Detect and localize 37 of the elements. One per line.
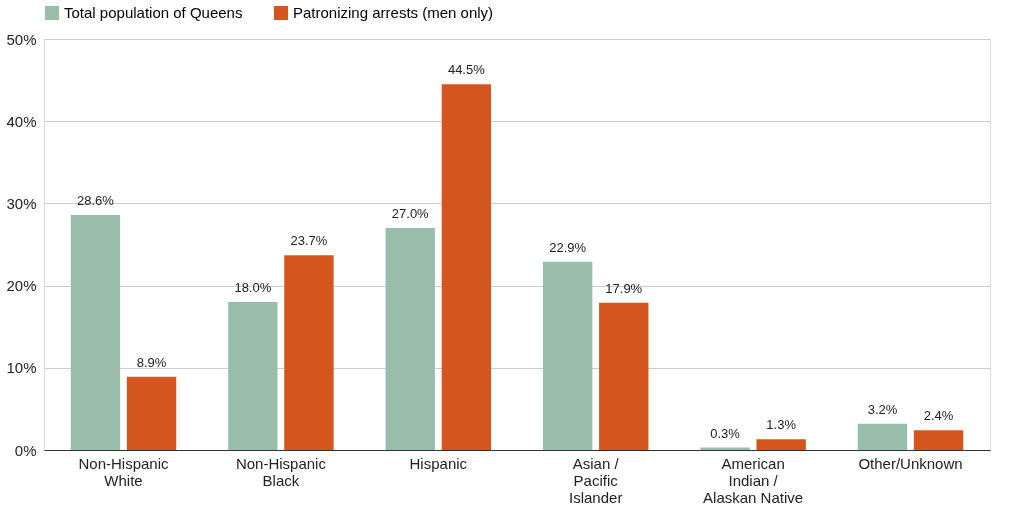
x-tick-label: Non-Hispanic Black — [235, 454, 327, 489]
x-tick-label: Other/Unknown — [858, 454, 963, 472]
bar — [913, 430, 964, 450]
y-tick-label: 40% — [6, 112, 37, 130]
bar — [441, 84, 492, 450]
x-tick-label: Hispanic — [409, 454, 468, 472]
y-tick-label: 50% — [6, 30, 37, 48]
bar — [228, 302, 278, 450]
y-tick-label: 0% — [14, 441, 37, 459]
bar — [542, 261, 593, 450]
data-label: 18.0% — [234, 280, 272, 296]
data-label: 1.3% — [766, 417, 797, 433]
y-tick-label: 20% — [6, 277, 37, 295]
legend-label: Patronizing arrests (men only) — [293, 4, 494, 21]
legend-label: Total population of Queens — [64, 4, 243, 21]
bar — [857, 423, 908, 450]
bar — [70, 214, 121, 450]
x-tick-label: Asian / Pacific Islander — [569, 454, 623, 506]
bar — [126, 376, 177, 450]
data-label: 0.3% — [710, 425, 741, 441]
data-label: 2.4% — [923, 408, 954, 424]
data-label: 28.6% — [77, 192, 115, 208]
data-label: 27.0% — [391, 206, 430, 222]
data-label: 22.9% — [549, 239, 587, 255]
x-tick-label: Non-Hispanic White — [78, 454, 169, 489]
data-label: 23.7% — [290, 233, 328, 249]
y-tick-label: 30% — [6, 194, 37, 212]
data-label: 3.2% — [867, 401, 898, 417]
data-label: 44.5% — [447, 62, 486, 78]
bar — [599, 302, 649, 450]
x-tick-label: American Indian / Alaskan Native — [703, 454, 804, 506]
y-tick-label: 10% — [6, 359, 37, 377]
data-label: 8.9% — [136, 354, 167, 370]
bar — [756, 439, 806, 450]
bar — [385, 228, 435, 450]
bar — [284, 255, 334, 450]
data-label: 17.9% — [605, 280, 643, 296]
